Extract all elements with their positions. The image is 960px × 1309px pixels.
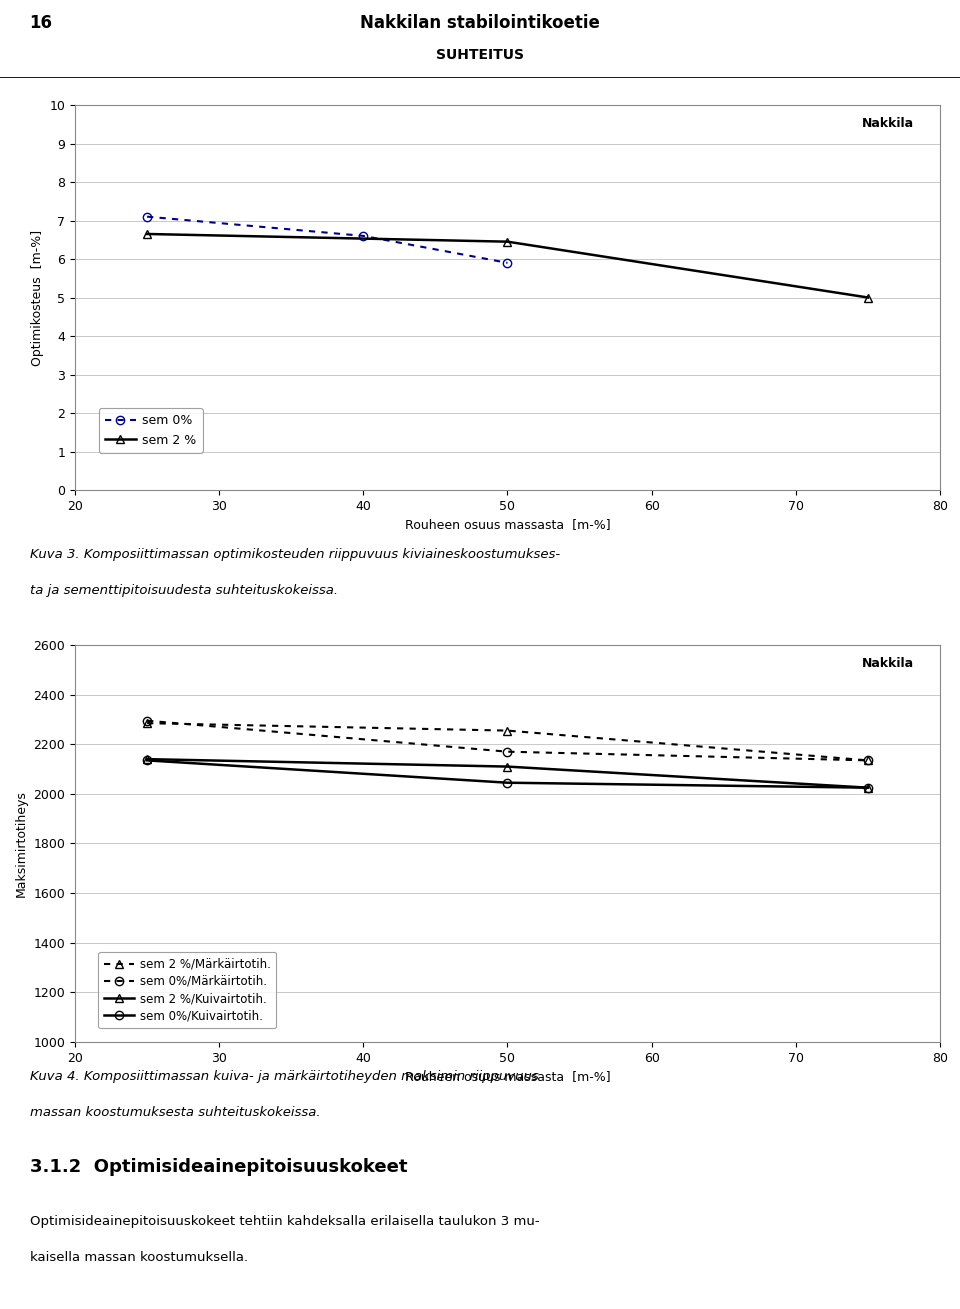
Text: Optimisideainepitoisuuskokeet tehtiin kahdeksalla erilaisella taulukon 3 mu-: Optimisideainepitoisuuskokeet tehtiin ka… xyxy=(30,1215,540,1228)
Text: kaisella massan koostumuksella.: kaisella massan koostumuksella. xyxy=(30,1251,248,1264)
Legend: sem 0%, sem 2 %: sem 0%, sem 2 % xyxy=(99,408,203,453)
Y-axis label: Maksimirtotiheys: Maksimirtotiheys xyxy=(14,791,28,897)
Line: sem 0%/Kuivairtotih.: sem 0%/Kuivairtotih. xyxy=(143,757,872,792)
sem 2 %/Märkäirtotih. xyxy=(141,715,153,730)
sem 2 % xyxy=(141,226,153,242)
sem 2 %/Märkäirtotih. xyxy=(862,753,874,768)
sem 2 % xyxy=(502,234,514,250)
sem 0%/Märkäirtotih. xyxy=(862,753,874,768)
Line: sem 2 %/Märkäirtotih.: sem 2 %/Märkäirtotih. xyxy=(143,719,872,764)
Text: SUHTEITUS: SUHTEITUS xyxy=(436,48,524,63)
X-axis label: Rouheen osuus massasta  [m-%]: Rouheen osuus massasta [m-%] xyxy=(405,1071,611,1084)
sem 2 %/Kuivairtotih. xyxy=(862,780,874,796)
sem 0%/Kuivairtotih. xyxy=(862,780,874,796)
sem 0%/Märkäirtotih. xyxy=(502,744,514,759)
Text: 16: 16 xyxy=(29,14,52,31)
Legend: sem 2 %/Märkäirtotih., sem 0%/Märkäirtotih., sem 2 %/Kuivairtotih., sem 0%/Kuiva: sem 2 %/Märkäirtotih., sem 0%/Märkäirtot… xyxy=(98,952,276,1028)
Y-axis label: Optimikosteus  [m-%]: Optimikosteus [m-%] xyxy=(31,229,44,365)
sem 2 %/Märkäirtotih. xyxy=(502,723,514,738)
X-axis label: Rouheen osuus massasta  [m-%]: Rouheen osuus massasta [m-%] xyxy=(405,518,611,531)
sem 2 %/Kuivairtotih. xyxy=(502,759,514,775)
sem 2 % xyxy=(862,289,874,305)
sem 0%/Kuivairtotih. xyxy=(141,753,153,768)
sem 0%/Kuivairtotih. xyxy=(502,775,514,791)
Text: Nakkila: Nakkila xyxy=(862,117,914,130)
Line: sem 0%: sem 0% xyxy=(143,212,512,267)
sem 0% xyxy=(357,228,369,243)
Text: Kuva 4. Komposiittimassan kuiva- ja märkäirtotiheyden maksimin riippuvuus: Kuva 4. Komposiittimassan kuiva- ja märk… xyxy=(30,1069,539,1083)
Text: 3.1.2  Optimisideainepitoisuuskokeet: 3.1.2 Optimisideainepitoisuuskokeet xyxy=(30,1158,407,1175)
Text: Kuva 3. Komposiittimassan optimikosteuden riippuvuus kiviaineskoostumukses-: Kuva 3. Komposiittimassan optimikosteude… xyxy=(30,548,560,562)
sem 0% xyxy=(141,209,153,225)
sem 2 %/Kuivairtotih. xyxy=(141,751,153,767)
Text: Nakkilan stabilointikoetie: Nakkilan stabilointikoetie xyxy=(360,14,600,31)
Text: ta ja sementtipitoisuudesta suhteituskokeissa.: ta ja sementtipitoisuudesta suhteituskok… xyxy=(30,584,338,597)
Line: sem 2 %/Kuivairtotih.: sem 2 %/Kuivairtotih. xyxy=(143,755,872,792)
sem 0%/Märkäirtotih. xyxy=(141,713,153,729)
Line: sem 2 %: sem 2 % xyxy=(143,230,872,301)
sem 0% xyxy=(502,255,514,271)
Text: massan koostumuksesta suhteituskokeissa.: massan koostumuksesta suhteituskokeissa. xyxy=(30,1106,321,1119)
Line: sem 0%/Märkäirtotih.: sem 0%/Märkäirtotih. xyxy=(143,716,872,764)
Text: Nakkila: Nakkila xyxy=(862,657,914,670)
